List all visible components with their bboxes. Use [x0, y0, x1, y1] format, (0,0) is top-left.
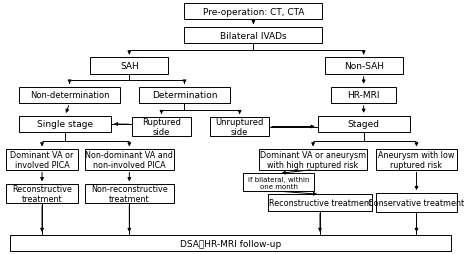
FancyBboxPatch shape — [325, 58, 403, 75]
Text: Non-dominant VA and
non-involved PICA: Non-dominant VA and non-involved PICA — [85, 150, 173, 169]
FancyBboxPatch shape — [7, 150, 78, 170]
FancyBboxPatch shape — [19, 87, 120, 104]
Text: Single stage: Single stage — [37, 120, 93, 129]
Text: if bilateral, within
one month: if bilateral, within one month — [248, 176, 310, 189]
FancyBboxPatch shape — [331, 87, 396, 104]
FancyBboxPatch shape — [7, 184, 78, 203]
Text: Bilateral IVADs: Bilateral IVADs — [220, 31, 287, 41]
Text: Reconstructive
treatment: Reconstructive treatment — [12, 184, 72, 204]
Text: SAH: SAH — [120, 62, 139, 71]
FancyBboxPatch shape — [138, 87, 230, 104]
FancyBboxPatch shape — [19, 116, 111, 133]
FancyBboxPatch shape — [10, 235, 451, 251]
FancyBboxPatch shape — [376, 150, 456, 170]
FancyBboxPatch shape — [184, 28, 322, 44]
FancyBboxPatch shape — [210, 118, 270, 136]
Text: Pre-operation: CT, CTA: Pre-operation: CT, CTA — [203, 8, 304, 17]
Text: Non-determination: Non-determination — [30, 91, 109, 100]
FancyBboxPatch shape — [132, 118, 191, 136]
Text: Ruptured
side: Ruptured side — [142, 117, 181, 137]
Text: Determination: Determination — [152, 91, 217, 100]
FancyBboxPatch shape — [243, 174, 314, 192]
Text: Dominant VA or
involved PICA: Dominant VA or involved PICA — [10, 150, 74, 169]
FancyBboxPatch shape — [84, 150, 174, 170]
FancyBboxPatch shape — [318, 116, 410, 133]
Text: Unruptured
side: Unruptured side — [215, 117, 264, 137]
FancyBboxPatch shape — [259, 150, 367, 170]
Text: HR-MRI: HR-MRI — [347, 91, 380, 100]
FancyBboxPatch shape — [84, 184, 174, 203]
FancyBboxPatch shape — [376, 193, 456, 212]
Text: Non-SAH: Non-SAH — [344, 62, 383, 71]
Text: Reconstructive treatment: Reconstructive treatment — [268, 198, 372, 207]
Text: Conservative treatment: Conservative treatment — [368, 198, 465, 207]
Text: Non-reconstructive
treatment: Non-reconstructive treatment — [91, 184, 168, 204]
Text: DSA，HR-MRI follow-up: DSA，HR-MRI follow-up — [180, 239, 281, 248]
FancyBboxPatch shape — [90, 58, 168, 75]
Text: Staged: Staged — [347, 120, 380, 129]
Text: Dominant VA or aneurysm
with high ruptured risk: Dominant VA or aneurysm with high ruptur… — [260, 150, 366, 169]
Text: Aneurysm with low
ruptured risk: Aneurysm with low ruptured risk — [378, 150, 455, 169]
FancyBboxPatch shape — [268, 195, 372, 211]
FancyBboxPatch shape — [184, 4, 322, 20]
